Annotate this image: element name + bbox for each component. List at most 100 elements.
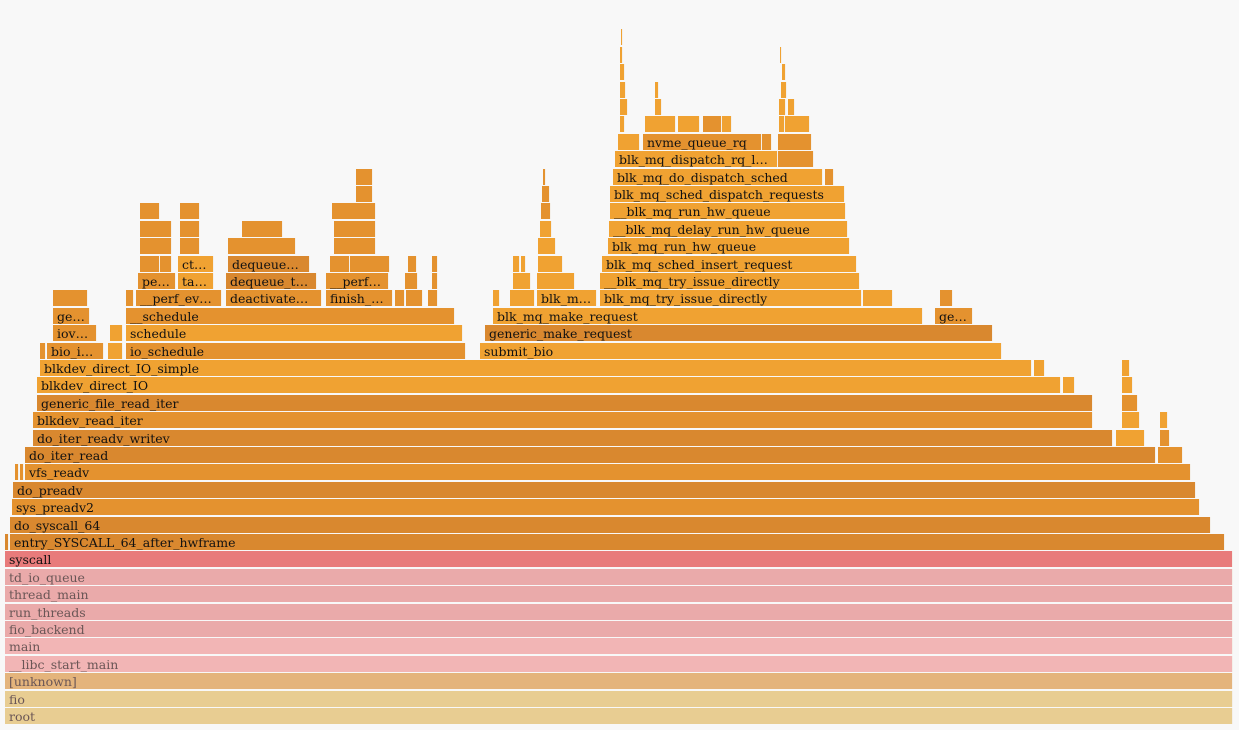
frame-blkdev-direct-io[interactable]: blkdev_direct_IO bbox=[37, 377, 1061, 393]
frame[interactable] bbox=[140, 238, 172, 254]
frame[interactable] bbox=[332, 203, 376, 219]
frame[interactable] bbox=[621, 29, 623, 45]
frame[interactable] bbox=[20, 464, 24, 480]
frame[interactable] bbox=[228, 238, 296, 254]
frame-libc-start-main[interactable]: __libc_start_main bbox=[5, 656, 1233, 672]
frame-blk-mq-dispatch-rq-l[interactable]: blk_mq_dispatch_rq_l… bbox=[615, 151, 778, 167]
frame-do-preadv[interactable]: do_preadv bbox=[13, 482, 1196, 498]
frame[interactable] bbox=[330, 256, 350, 272]
frame[interactable] bbox=[779, 116, 785, 132]
frame-blk-mq-make-request[interactable]: blk_mq_make_request bbox=[493, 308, 923, 324]
frame[interactable] bbox=[540, 221, 552, 237]
frame-do-iter-readv-writev[interactable]: do_iter_readv_writev bbox=[33, 430, 1113, 446]
frame[interactable] bbox=[356, 169, 373, 185]
frame[interactable] bbox=[618, 134, 640, 150]
frame[interactable] bbox=[863, 290, 893, 306]
frame-blk-mq-delay-run-hw-queue[interactable]: __blk_mq_delay_run_hw_queue bbox=[609, 221, 848, 237]
frame[interactable] bbox=[645, 116, 676, 132]
frame-nvme-queue-rq[interactable]: nvme_queue_rq bbox=[643, 134, 762, 150]
frame-do-syscall-64[interactable]: do_syscall_64 bbox=[10, 517, 1211, 533]
frame-root[interactable]: root bbox=[5, 708, 1233, 724]
frame-dequeue[interactable]: dequeue… bbox=[228, 256, 310, 272]
frame[interactable] bbox=[620, 47, 623, 63]
frame[interactable] bbox=[538, 238, 556, 254]
frame-unknown[interactable]: [unknown] bbox=[5, 673, 1233, 689]
frame[interactable] bbox=[781, 82, 787, 98]
frame[interactable] bbox=[541, 203, 551, 219]
frame[interactable] bbox=[428, 290, 438, 306]
frame[interactable] bbox=[15, 464, 19, 480]
frame[interactable] bbox=[543, 169, 546, 185]
frame[interactable] bbox=[782, 64, 786, 80]
frame-run-threads[interactable]: run_threads bbox=[5, 604, 1233, 620]
frame[interactable] bbox=[1063, 377, 1075, 393]
frame[interactable] bbox=[1160, 430, 1170, 446]
frame[interactable] bbox=[405, 273, 418, 289]
frame-schedule[interactable]: __schedule bbox=[126, 308, 455, 324]
frame[interactable] bbox=[780, 47, 782, 63]
frame[interactable] bbox=[110, 325, 123, 341]
frame[interactable] bbox=[521, 256, 526, 272]
frame[interactable] bbox=[513, 273, 531, 289]
frame[interactable] bbox=[180, 221, 200, 237]
frame-sys-preadv2[interactable]: sys_preadv2 bbox=[12, 499, 1200, 515]
frame-td-io-queue[interactable]: td_io_queue bbox=[5, 569, 1233, 585]
frame[interactable] bbox=[778, 151, 814, 167]
frame[interactable] bbox=[1122, 360, 1130, 376]
frame-dequeue-t[interactable]: dequeue_t… bbox=[226, 273, 317, 289]
frame[interactable] bbox=[785, 116, 810, 132]
frame[interactable] bbox=[493, 290, 500, 306]
frame[interactable] bbox=[140, 256, 160, 272]
frame[interactable] bbox=[655, 99, 662, 115]
frame[interactable] bbox=[537, 273, 575, 289]
frame-fio[interactable]: fio bbox=[5, 691, 1233, 707]
frame-blk-mq-try-issue-directly[interactable]: __blk_mq_try_issue_directly bbox=[600, 273, 860, 289]
frame[interactable] bbox=[5, 534, 9, 550]
frame-finish[interactable]: finish_… bbox=[326, 290, 393, 306]
frame-ge[interactable]: ge… bbox=[53, 308, 90, 324]
frame[interactable] bbox=[432, 273, 438, 289]
frame[interactable] bbox=[513, 256, 520, 272]
frame-blk-mq-do-dispatch-sched[interactable]: blk_mq_do_dispatch_sched bbox=[613, 169, 823, 185]
frame[interactable] bbox=[406, 290, 423, 306]
frame[interactable] bbox=[140, 203, 160, 219]
frame-main[interactable]: main bbox=[5, 638, 1233, 654]
frame[interactable] bbox=[779, 99, 786, 115]
frame-ta[interactable]: ta… bbox=[178, 273, 214, 289]
frame[interactable] bbox=[655, 82, 659, 98]
frame[interactable] bbox=[160, 256, 172, 272]
frame[interactable] bbox=[395, 290, 405, 306]
frame[interactable] bbox=[1122, 412, 1140, 428]
frame-do-iter-read[interactable]: do_iter_read bbox=[25, 447, 1156, 463]
frame[interactable] bbox=[356, 186, 373, 202]
frame-blkdev-read-iter[interactable]: blkdev_read_iter bbox=[33, 412, 1093, 428]
frame[interactable] bbox=[788, 99, 795, 115]
frame[interactable] bbox=[432, 256, 438, 272]
frame-blkdev-direct-io-simple[interactable]: blkdev_direct_IO_simple bbox=[40, 360, 1032, 376]
frame[interactable] bbox=[510, 290, 535, 306]
frame[interactable] bbox=[825, 169, 834, 185]
frame-blk-mq-run-hw-queue[interactable]: blk_mq_run_hw_queue bbox=[608, 238, 850, 254]
frame-iov[interactable]: iov… bbox=[53, 325, 97, 341]
frame-ge[interactable]: ge… bbox=[935, 308, 973, 324]
frame[interactable] bbox=[620, 116, 625, 132]
frame[interactable] bbox=[778, 134, 812, 150]
frame[interactable] bbox=[1220, 534, 1225, 550]
frame[interactable] bbox=[940, 290, 953, 306]
frame-blk-mq-run-hw-queue[interactable]: __blk_mq_run_hw_queue bbox=[610, 203, 846, 219]
frame[interactable] bbox=[1158, 447, 1183, 463]
frame-ct[interactable]: ct… bbox=[178, 256, 214, 272]
frame[interactable] bbox=[242, 221, 283, 237]
frame[interactable] bbox=[722, 116, 732, 132]
frame[interactable] bbox=[334, 221, 376, 237]
frame[interactable] bbox=[140, 221, 172, 237]
frame-blk-mq-sched-insert-request[interactable]: blk_mq_sched_insert_request bbox=[602, 256, 857, 272]
frame-schedule[interactable]: schedule bbox=[126, 325, 463, 341]
frame[interactable] bbox=[703, 116, 722, 132]
frame-entry-syscall-64-after-hwframe[interactable]: entry_SYSCALL_64_after_hwframe bbox=[10, 534, 1223, 550]
frame-perf[interactable]: __perf… bbox=[326, 273, 389, 289]
frame[interactable] bbox=[126, 290, 134, 306]
frame[interactable] bbox=[1160, 412, 1168, 428]
frame-syscall[interactable]: syscall bbox=[5, 551, 1233, 567]
frame[interactable] bbox=[334, 238, 376, 254]
